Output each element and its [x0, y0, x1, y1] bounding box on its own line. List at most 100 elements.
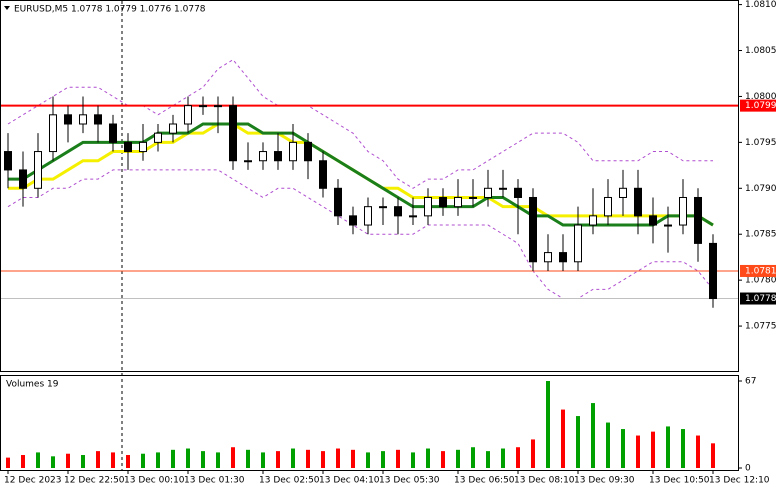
candle-body [139, 141, 147, 153]
level-box [740, 292, 776, 305]
x-tick-label: 13 Dec 08:10 [514, 476, 575, 486]
y-tick-label: 1.0810 [745, 0, 777, 10]
volume-bar [51, 456, 55, 468]
candle-body [709, 242, 717, 300]
volume-title: Volumes 19 [6, 380, 59, 390]
volume-bar [381, 451, 385, 468]
candle-body [559, 252, 567, 263]
volume-bar [456, 449, 460, 468]
volume-bar [531, 439, 535, 468]
candle-body [439, 196, 447, 208]
y-tick-label: 1.0805 [745, 46, 777, 56]
candle-body [484, 187, 492, 198]
volume-bar [231, 447, 235, 468]
candle-body [274, 151, 282, 162]
volume-bar [501, 448, 505, 468]
volume-tick-label: 67 [745, 377, 756, 387]
volume-bar [66, 453, 70, 468]
candle-body [679, 196, 687, 226]
candle-body [649, 215, 657, 226]
price-panel [0, 0, 739, 372]
volume-bar [186, 448, 190, 468]
level-label: 1.0799 [745, 101, 777, 111]
candle-body [124, 141, 132, 153]
candle-body [499, 187, 507, 190]
volume-bar [291, 448, 295, 468]
candle-body [19, 169, 27, 189]
volume-bar [36, 452, 40, 468]
volume-bar [276, 451, 280, 468]
candle-body [469, 196, 477, 199]
volume-bar [111, 452, 115, 468]
level-box [740, 264, 776, 277]
candle-body [634, 187, 642, 217]
volume-bar [516, 447, 520, 468]
x-tick-label: 13 Dec 04:10 [319, 476, 380, 486]
candle-body [349, 215, 357, 226]
volume-bar [681, 429, 685, 468]
volume-bar [21, 455, 25, 468]
volume-bar [261, 452, 265, 468]
candle-body [319, 160, 327, 189]
volume-bar [351, 449, 355, 468]
candle-body [289, 141, 297, 162]
candle-body [574, 224, 582, 263]
volume-bar [636, 435, 640, 468]
y-tick-label: 1.0790 [745, 184, 777, 194]
y-tick-label: 1.0775 [745, 322, 777, 332]
volume-bar [81, 455, 85, 468]
x-tick-label: 13 Dec 09:30 [574, 476, 635, 486]
volume-bar [6, 457, 10, 468]
x-tick-label: 13 Dec 02:50 [259, 476, 320, 486]
y-tick-label: 1.0785 [745, 230, 777, 240]
x-tick-label: 13 Dec 00:10 [124, 476, 185, 486]
candle-body [34, 151, 42, 189]
candle-body [619, 187, 627, 198]
volume-bar [651, 431, 655, 468]
volume-bar [141, 453, 145, 468]
y-tick-label: 1.0795 [745, 138, 777, 148]
candle-body [364, 206, 372, 226]
volume-bar [666, 426, 670, 468]
level-label: 1.0778 [745, 294, 777, 304]
level-label: 1.0781 [745, 266, 777, 276]
candle-body [694, 196, 702, 244]
candle-body [664, 224, 672, 227]
candle-body [199, 105, 207, 108]
volume-bar [156, 452, 160, 468]
candle-body [184, 105, 192, 125]
volume-bar [471, 447, 475, 468]
volume-bar [246, 449, 250, 468]
candle-body [109, 123, 117, 143]
volume-bar [306, 449, 310, 468]
volume-bar [591, 403, 595, 468]
volume-bar [126, 455, 130, 468]
volume-bar [411, 452, 415, 468]
candle-body [79, 114, 87, 125]
volume-bar [396, 449, 400, 468]
candle-body [259, 151, 267, 162]
candle-body [334, 187, 342, 217]
candle-body [379, 206, 387, 209]
indicator-line [7, 169, 714, 300]
candle-body [229, 105, 237, 162]
candle-body [304, 141, 312, 162]
volume-bar [621, 429, 625, 468]
candle-body [169, 123, 177, 134]
candle-body [529, 196, 537, 263]
x-tick-label: 13 Dec 12:10 [709, 476, 770, 486]
candle-body [394, 206, 402, 217]
volume-bar [486, 451, 490, 468]
x-tick-label: 13 Dec 06:50 [454, 476, 515, 486]
menu-arrow[interactable] [4, 6, 10, 10]
indicator-line [7, 59, 713, 189]
volume-bar [606, 422, 610, 468]
y-tick-label: 1.0780 [745, 276, 777, 286]
x-tick-label: 13 Dec 05:30 [379, 476, 440, 486]
x-tick-label: 12 Dec 22:50 [64, 476, 125, 486]
volume-bar [546, 381, 550, 468]
volume-bar [96, 451, 100, 468]
candle-body [94, 114, 102, 125]
volume-tick-label: 0 [745, 464, 751, 474]
